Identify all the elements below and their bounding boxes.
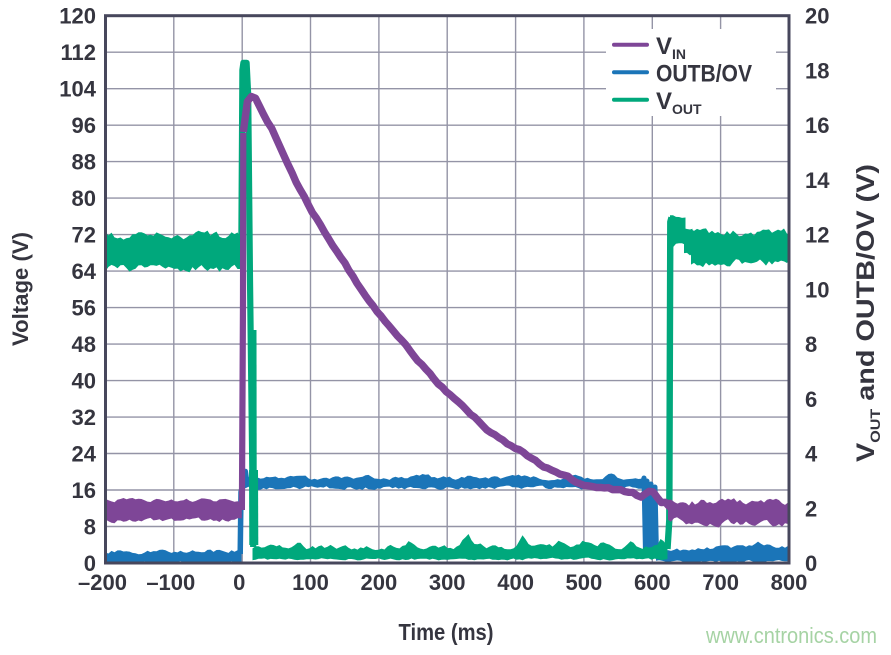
svg-text:Voltage (V): Voltage (V) [8, 232, 33, 346]
svg-text:100: 100 [292, 570, 329, 595]
svg-text:300: 300 [429, 570, 466, 595]
svg-text:18: 18 [805, 58, 829, 83]
svg-text:48: 48 [72, 332, 96, 357]
svg-text:600: 600 [634, 570, 671, 595]
svg-text:40: 40 [72, 369, 96, 394]
svg-text:500: 500 [566, 570, 603, 595]
svg-text:OUTB/OV: OUTB/OV [656, 61, 752, 88]
svg-text:–100: –100 [146, 570, 195, 595]
svg-text:0: 0 [233, 570, 245, 595]
svg-text:64: 64 [72, 259, 97, 284]
svg-text:Time (ms): Time (ms) [399, 619, 494, 645]
svg-text:80: 80 [72, 186, 96, 211]
svg-text:700: 700 [702, 570, 739, 595]
svg-text:8: 8 [84, 515, 96, 540]
svg-text:12: 12 [805, 223, 829, 248]
svg-text:VOUT and OUTB/OV (V): VOUT and OUTB/OV (V) [852, 164, 883, 462]
svg-text:16: 16 [805, 113, 829, 138]
svg-text:400: 400 [497, 570, 534, 595]
svg-text:112: 112 [61, 40, 97, 65]
svg-text:14: 14 [805, 168, 830, 193]
svg-text:10: 10 [805, 277, 829, 302]
svg-text:16: 16 [72, 478, 96, 503]
svg-text:800: 800 [771, 570, 808, 595]
svg-text:88: 88 [72, 150, 96, 175]
svg-text:20: 20 [805, 4, 829, 29]
svg-text:72: 72 [72, 223, 96, 248]
svg-text:8: 8 [805, 332, 817, 357]
svg-text:200: 200 [361, 570, 398, 595]
svg-text:32: 32 [72, 405, 96, 430]
svg-text:104: 104 [59, 77, 96, 102]
svg-text:24: 24 [72, 442, 97, 467]
svg-text:0: 0 [84, 551, 96, 576]
svg-text:4: 4 [805, 442, 818, 467]
svg-text:–200: –200 [78, 570, 127, 595]
svg-text:96: 96 [72, 113, 96, 138]
svg-text:6: 6 [805, 387, 817, 412]
svg-text:56: 56 [72, 296, 96, 321]
svg-text:0: 0 [805, 551, 817, 576]
svg-text:120: 120 [59, 4, 96, 29]
svg-text:2: 2 [805, 496, 817, 521]
svg-text:www.cntronics.com: www.cntronics.com [705, 623, 877, 648]
